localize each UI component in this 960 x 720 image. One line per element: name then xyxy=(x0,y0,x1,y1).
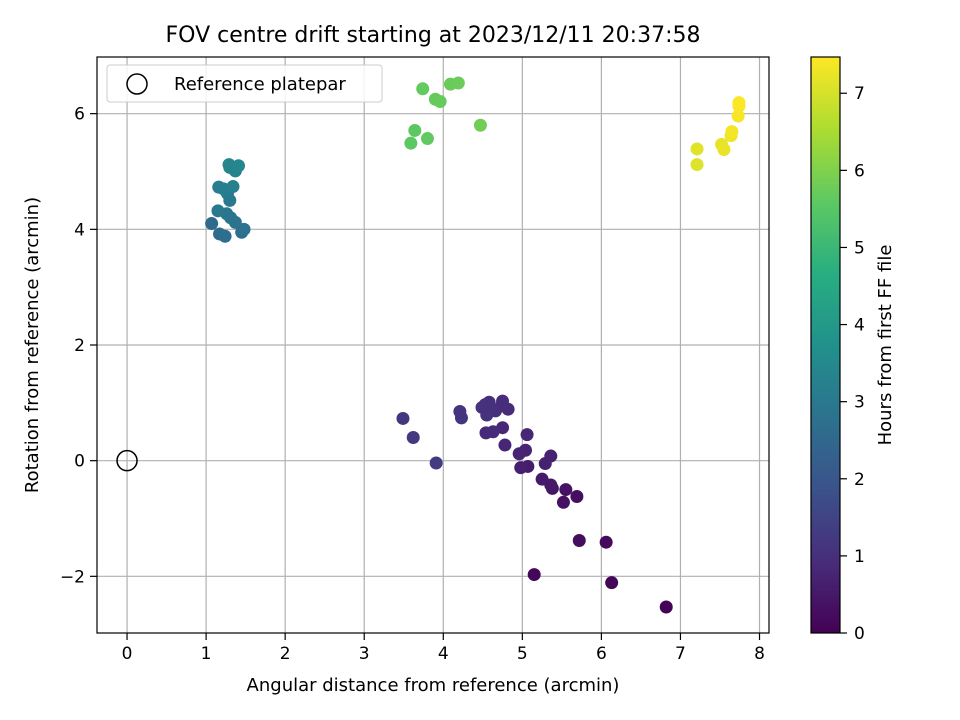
y-axis-ticks: −2 0 2 4 6 xyxy=(60,105,97,587)
data-point xyxy=(520,428,534,442)
data-point xyxy=(416,82,430,96)
data-point xyxy=(570,490,584,504)
data-point xyxy=(544,449,558,463)
colorbar-label: Hours from first FF file xyxy=(875,245,896,446)
x-axis-ticks: 0 1 2 3 4 5 6 7 8 xyxy=(122,633,765,664)
y-tick-label: 2 xyxy=(74,336,85,356)
data-point xyxy=(232,159,246,173)
y-tick-label: 0 xyxy=(74,452,85,472)
data-point xyxy=(498,438,512,452)
colorbar-tick-label: 2 xyxy=(854,470,865,490)
y-tick-label: 4 xyxy=(74,220,85,240)
x-tick-label: 1 xyxy=(201,644,212,664)
legend: Reference platepar xyxy=(106,64,383,103)
data-point xyxy=(599,535,613,549)
data-point xyxy=(218,229,232,243)
data-point xyxy=(659,600,673,614)
data-point xyxy=(690,158,704,172)
data-point xyxy=(420,132,434,146)
y-axis-label: Rotation from reference (arcmin) xyxy=(22,197,43,493)
x-tick-label: 0 xyxy=(122,644,133,664)
data-point xyxy=(496,394,510,408)
data-point xyxy=(453,405,467,419)
colorbar-tick-label: 4 xyxy=(854,316,865,336)
colorbar-tick-label: 5 xyxy=(854,238,865,258)
data-point xyxy=(433,95,447,109)
data-point xyxy=(205,217,219,231)
data-point xyxy=(429,456,443,470)
colorbar-tick-label: 0 xyxy=(854,624,865,644)
data-point xyxy=(725,125,739,139)
x-tick-label: 5 xyxy=(517,644,528,664)
colorbar: 0 1 2 3 4 5 6 7 Hours from first FF file xyxy=(810,56,896,644)
data-point xyxy=(731,109,745,123)
scatter-points xyxy=(205,76,746,614)
reference-platepar-marker xyxy=(116,449,138,472)
x-tick-label: 7 xyxy=(675,644,686,664)
x-tick-label: 4 xyxy=(438,644,449,664)
x-tick-label: 8 xyxy=(754,644,765,664)
data-point xyxy=(473,118,487,132)
legend-label-reference-platepar: Reference platepar xyxy=(174,74,346,95)
colorbar-tick-label: 1 xyxy=(854,547,865,567)
x-tick-label: 3 xyxy=(359,644,370,664)
data-point xyxy=(717,143,731,157)
data-point xyxy=(514,461,528,475)
data-point xyxy=(396,411,410,425)
data-point xyxy=(479,426,493,440)
grid-lines xyxy=(97,57,769,633)
data-point xyxy=(690,142,704,156)
data-point xyxy=(480,408,494,422)
y-tick-label: −2 xyxy=(60,567,85,587)
y-tick-label: 6 xyxy=(74,105,85,125)
data-point xyxy=(732,96,746,110)
data-point xyxy=(406,431,420,445)
data-point xyxy=(408,123,422,137)
data-point xyxy=(404,136,418,150)
legend-box xyxy=(106,64,383,103)
colorbar-gradient xyxy=(810,56,841,634)
x-tick-label: 2 xyxy=(280,644,291,664)
data-point xyxy=(559,483,573,497)
chart-title: FOV centre drift starting at 2023/12/11 … xyxy=(166,23,701,48)
data-point xyxy=(512,447,526,461)
colorbar-tick-label: 6 xyxy=(854,161,865,181)
colorbar-ticks: 0 1 2 3 4 5 6 7 xyxy=(840,84,865,644)
data-point xyxy=(535,472,549,486)
data-point xyxy=(237,222,251,236)
data-point xyxy=(226,180,240,194)
data-point xyxy=(222,158,236,172)
data-point xyxy=(572,533,586,547)
data-point xyxy=(605,576,619,590)
data-point xyxy=(556,495,570,509)
data-point xyxy=(211,204,225,218)
data-point xyxy=(451,76,465,90)
data-point xyxy=(527,568,541,582)
x-tick-label: 6 xyxy=(596,644,607,664)
colorbar-tick-label: 7 xyxy=(854,84,865,104)
legend-reference-marker xyxy=(126,73,148,95)
x-axis-label: Angular distance from reference (arcmin) xyxy=(247,675,620,696)
colorbar-tick-label: 3 xyxy=(854,393,865,413)
